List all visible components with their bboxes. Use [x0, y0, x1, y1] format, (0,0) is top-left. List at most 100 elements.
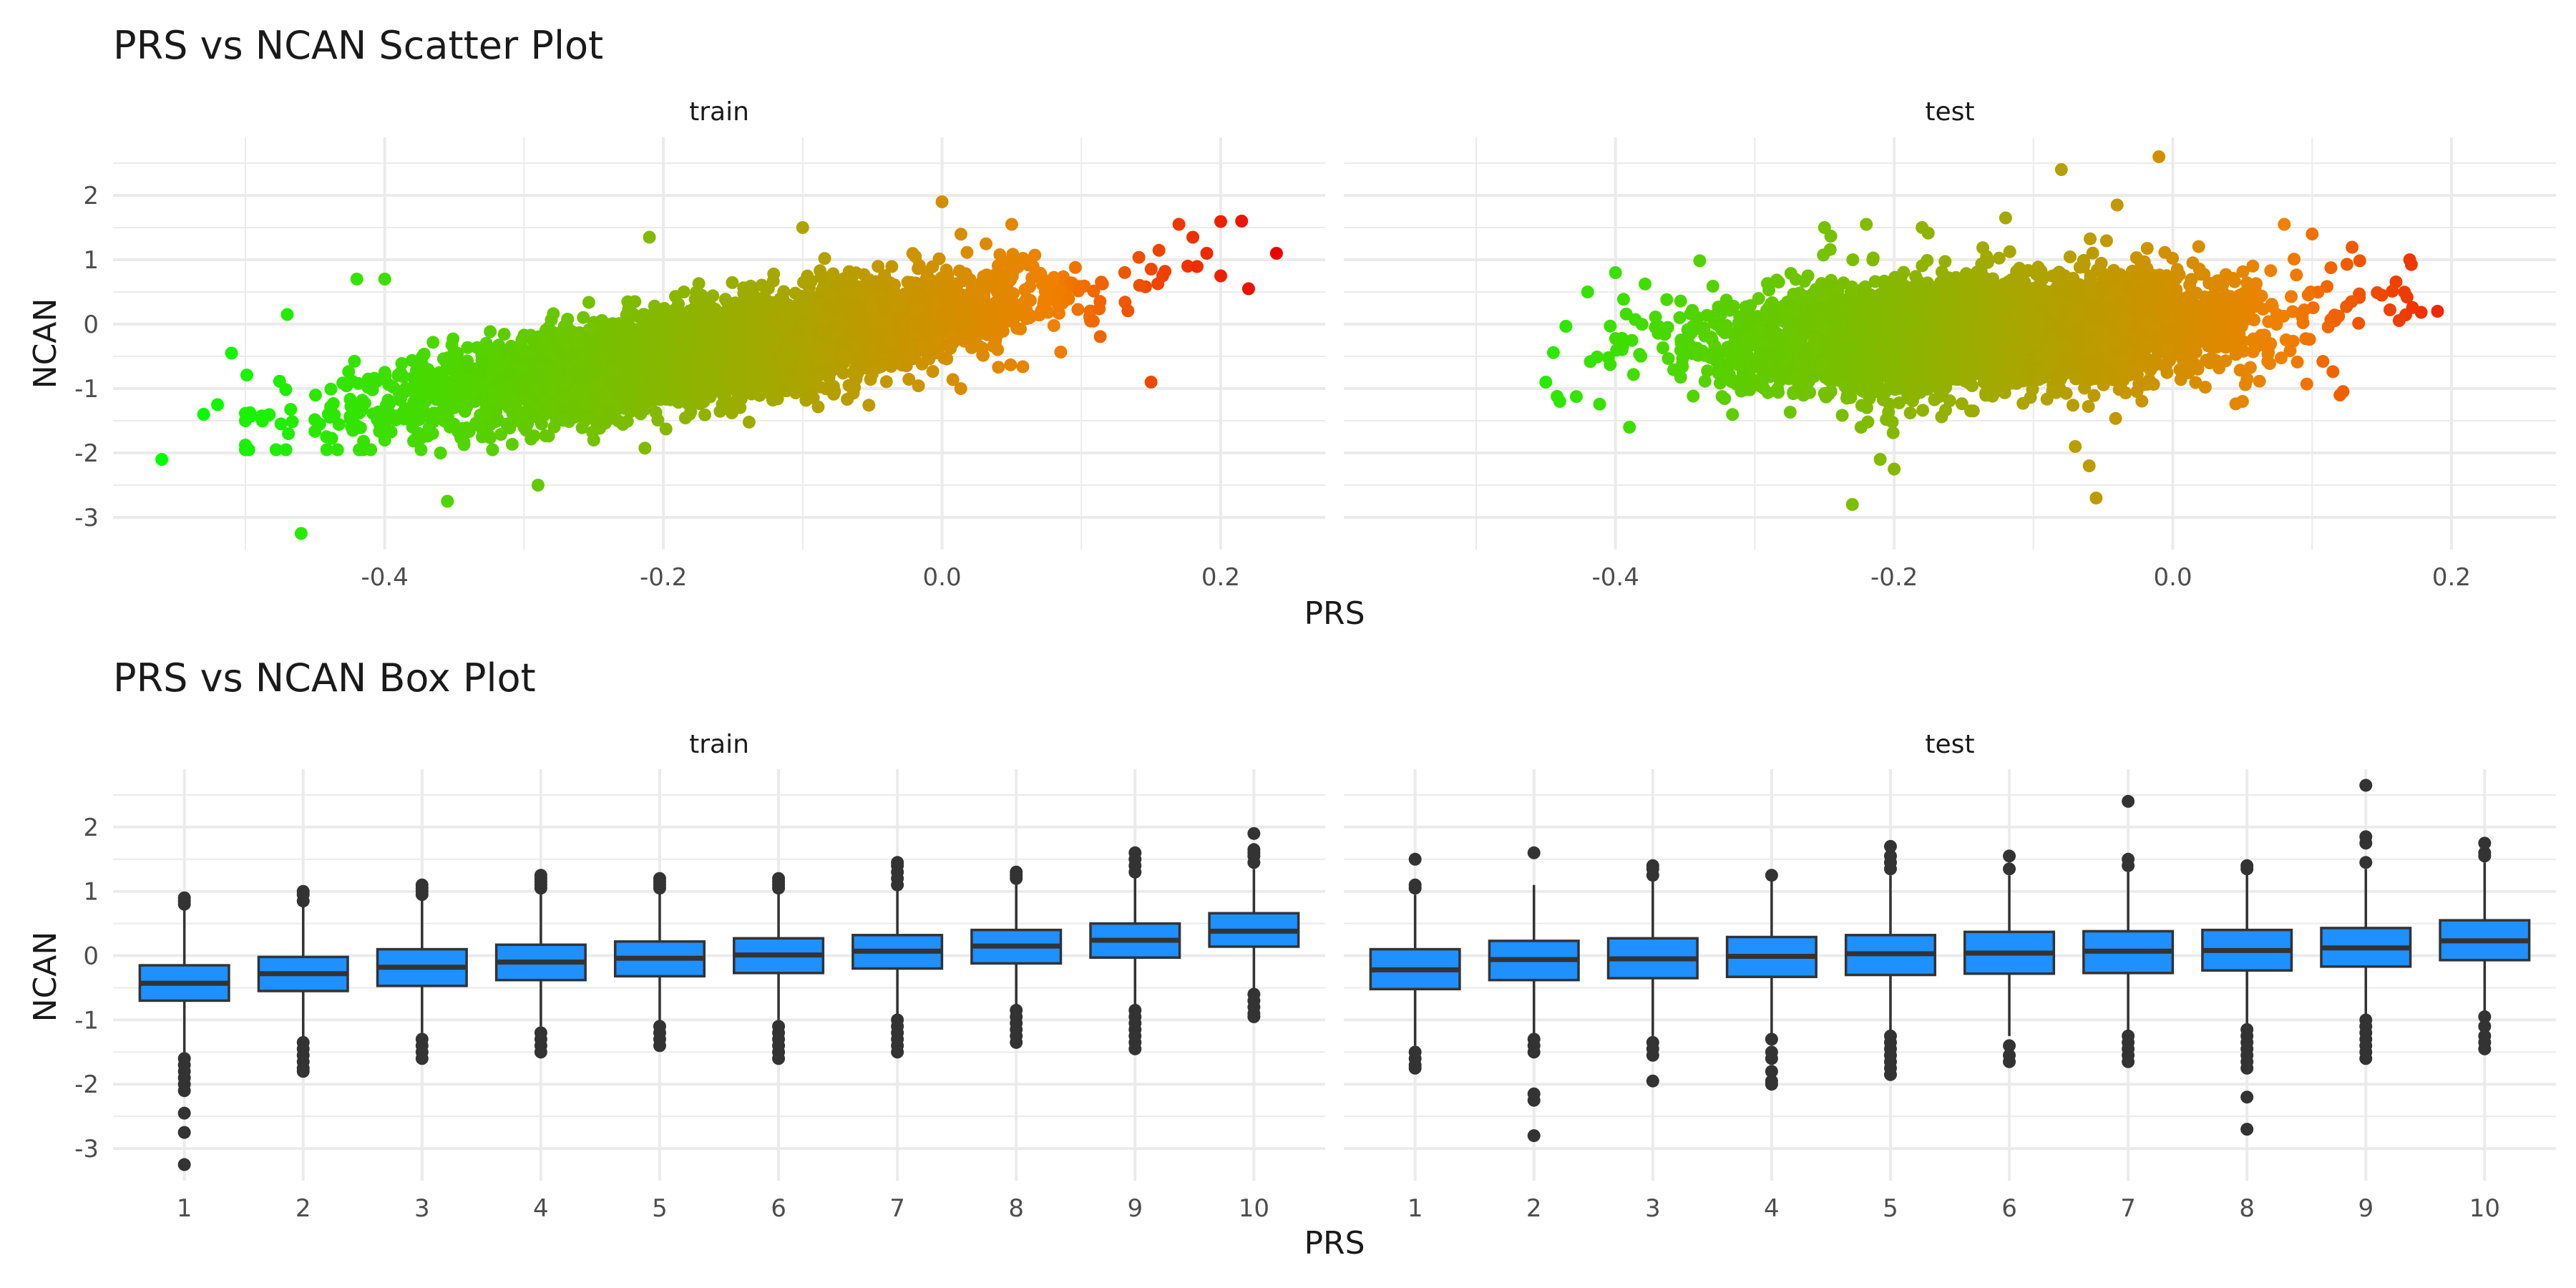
scatter-point: [489, 415, 502, 428]
scatter-point: [960, 245, 974, 259]
scatter-point: [767, 267, 781, 280]
scatter-point: [628, 295, 642, 308]
scatter-point: [240, 369, 253, 382]
scatter-point: [714, 381, 728, 395]
scatter-point: [379, 369, 392, 382]
scatter-point: [568, 364, 582, 378]
scatter-point: [1121, 304, 1135, 318]
scatter-point: [842, 379, 856, 392]
scatter-point: [419, 378, 433, 391]
scatter-point: [946, 336, 960, 350]
scatter-point: [939, 282, 952, 296]
scatter-point: [557, 414, 570, 427]
scatter-point: [346, 424, 360, 437]
scatter-point: [733, 401, 747, 414]
scatter-point: [897, 336, 910, 350]
scatter-point: [1093, 330, 1107, 343]
scatter-point: [1018, 308, 1031, 322]
scatter-point: [356, 394, 369, 407]
scatter-point: [269, 443, 283, 457]
scatter-point: [967, 321, 980, 334]
scatter-point: [1133, 278, 1146, 292]
scatter-point: [862, 399, 876, 412]
scatter-point: [838, 349, 852, 363]
scatter-point: [391, 369, 405, 382]
scatter-point: [698, 408, 711, 421]
scatter-point: [648, 360, 662, 374]
scatter-facet-label-train: train: [689, 97, 749, 127]
scatter-point: [989, 316, 1002, 330]
scatter-point: [696, 383, 710, 396]
scatter-point: [239, 443, 252, 457]
scatter-point: [486, 443, 499, 457]
scatter-point: [940, 352, 954, 366]
scatter-point: [554, 345, 567, 358]
scatter-point: [651, 414, 665, 427]
scatter-point: [670, 351, 683, 365]
scatter-point: [557, 391, 570, 404]
scatter-point: [885, 336, 899, 350]
scatter-point: [326, 397, 340, 410]
scatter-point: [1006, 264, 1020, 278]
scatter-point: [1190, 260, 1204, 273]
scatter-point: [696, 362, 709, 376]
scatter-point: [457, 436, 471, 449]
scatter-point: [864, 373, 877, 386]
scatter-point: [946, 373, 960, 386]
scatter-point: [1073, 280, 1087, 294]
scatter-point: [378, 404, 391, 417]
scatter-point: [366, 407, 380, 421]
scatter-point: [1093, 295, 1107, 308]
scatter-point: [806, 391, 820, 405]
scatter-point: [1004, 358, 1018, 371]
scatter-title: PRS vs NCAN Scatter Plot: [113, 23, 603, 68]
scatter-point: [1158, 265, 1172, 278]
scatter-point: [794, 289, 807, 303]
scatter-point: [957, 334, 971, 348]
scatter-panel-train: [113, 137, 1325, 550]
scatter-point: [758, 352, 771, 366]
scatter-point: [396, 406, 409, 419]
scatter-point: [438, 414, 452, 427]
scatter-point: [1118, 265, 1131, 279]
scatter-point: [603, 376, 617, 390]
scatter-point: [841, 393, 854, 406]
scatter-point: [356, 443, 370, 457]
scatter-point: [902, 373, 916, 386]
scatter-point: [1086, 314, 1100, 328]
scatter-point: [917, 341, 930, 354]
scatter-point: [821, 363, 834, 376]
scatter-point: [1132, 250, 1146, 264]
scatter-point: [736, 312, 750, 326]
scatter-point: [889, 316, 902, 330]
scatter-point: [742, 415, 756, 429]
scatter-point: [286, 415, 299, 429]
scatter-point: [695, 323, 708, 336]
scatter-point: [990, 267, 1003, 280]
scatter-point: [826, 379, 840, 393]
scatter-point: [1047, 270, 1060, 284]
scatter-point: [590, 355, 604, 369]
scatter-point: [650, 303, 663, 316]
scatter-point: [1040, 304, 1053, 318]
scatter-point: [800, 306, 814, 319]
scatter-point: [284, 403, 298, 416]
scatter-point: [410, 364, 423, 377]
scatter-point: [1028, 248, 1042, 262]
scatter-point: [621, 386, 635, 399]
scatter-point: [912, 262, 925, 275]
scatter-point: [600, 392, 613, 406]
scatter-point: [547, 307, 560, 321]
scatter-point: [348, 354, 361, 368]
scatter-point: [987, 339, 1000, 353]
scatter-facet-label-test: test: [1925, 97, 1974, 127]
scatter-point: [1152, 243, 1166, 257]
scatter-point: [730, 366, 743, 379]
scatter-point: [484, 325, 497, 338]
scatter-point: [992, 361, 1005, 374]
scatter-point: [590, 416, 603, 429]
scatter-point: [824, 288, 837, 301]
scatter-point: [505, 437, 519, 451]
